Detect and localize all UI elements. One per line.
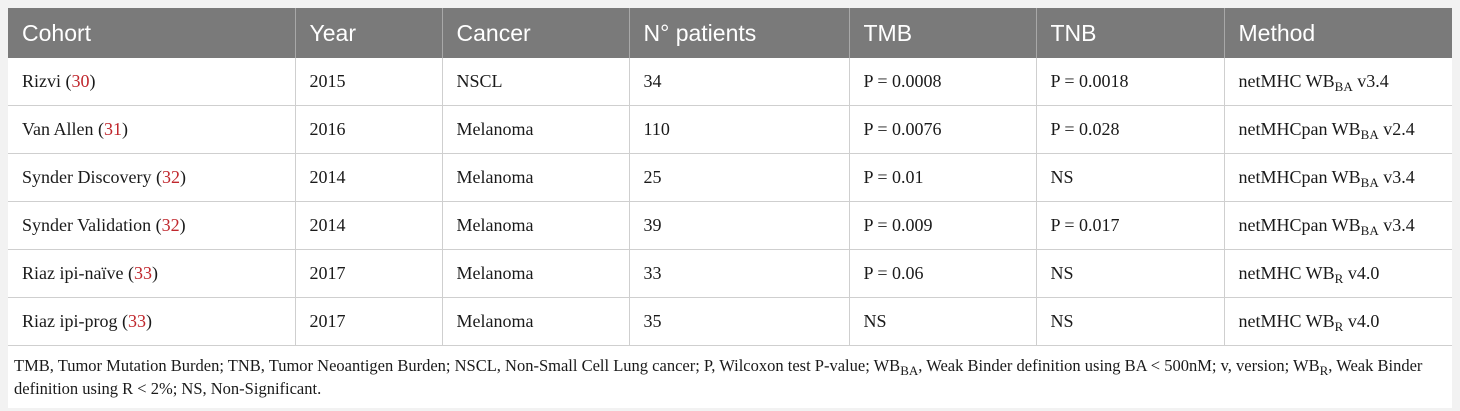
cell-cancer: Melanoma — [442, 153, 630, 202]
cell-tmb: P = 0.01 — [849, 153, 1037, 202]
header-cancer: Cancer — [442, 8, 630, 58]
cell-tmb: P = 0.0008 — [849, 58, 1037, 106]
cell-method: netMHC WBBA v3.4 — [1224, 58, 1452, 106]
cell-tnb: P = 0.017 — [1036, 201, 1225, 250]
header-method: Method — [1238, 19, 1316, 46]
cell-cohort: Van Allen (31) — [8, 105, 296, 154]
table-row: Riaz ipi-prog (33) 2017 Melanoma 35 NS N… — [8, 297, 1452, 346]
reference-link[interactable]: 30 — [71, 71, 90, 91]
cell-patients: 39 — [629, 201, 850, 250]
cell-cancer: Melanoma — [442, 105, 630, 154]
table-row: Van Allen (31) 2016 Melanoma 110 P = 0.0… — [8, 105, 1452, 154]
cell-tmb: NS — [849, 297, 1037, 346]
header-cohort: Cohort — [8, 8, 296, 58]
table-row: Synder Validation (32) 2014 Melanoma 39 … — [8, 201, 1452, 250]
cell-cohort: Synder Discovery (32) — [8, 153, 296, 202]
cell-method: netMHC WBR v4.0 — [1224, 297, 1452, 346]
cell-cohort: Riaz ipi-naïve (33) — [8, 249, 296, 298]
cell-cohort: Riaz ipi-prog (33) — [8, 297, 296, 346]
results-table: Cohort Year Cancer N° patients TMB TNB M… — [8, 8, 1452, 346]
cell-method: netMHCpan WBBA v3.4 — [1224, 153, 1452, 202]
cell-patients: 110 — [629, 105, 850, 154]
cell-patients: 34 — [629, 58, 850, 106]
cell-patients: 33 — [629, 249, 850, 298]
cell-cancer: Melanoma — [442, 249, 630, 298]
reference-link[interactable]: 31 — [104, 119, 122, 139]
cell-year: 2017 — [295, 297, 443, 346]
reference-link[interactable]: 33 — [133, 263, 152, 283]
table-body: Rizvi (30) 2015 NSCL 34 P = 0.0008 P = 0… — [8, 58, 1452, 346]
reference-link[interactable]: 33 — [127, 311, 146, 331]
header-tnb: TNB — [1036, 8, 1225, 58]
cell-cancer: Melanoma — [442, 297, 630, 346]
cell-cohort: Rizvi (30) — [8, 58, 296, 106]
header-patients: N° patients — [629, 8, 850, 58]
table-row: Rizvi (30) 2015 NSCL 34 P = 0.0008 P = 0… — [8, 58, 1452, 106]
cell-tmb: P = 0.0076 — [849, 105, 1037, 154]
cell-method: netMHC WBR v4.0 — [1224, 249, 1452, 298]
table-footnote: TMB, Tumor Mutation Burden; TNB, Tumor N… — [8, 347, 1452, 408]
table-header-row: Cohort Year Cancer N° patients TMB TNB M… — [8, 8, 1452, 58]
cell-tnb: NS — [1036, 249, 1225, 298]
cell-tnb: NS — [1036, 297, 1225, 346]
cell-year: 2014 — [295, 153, 443, 202]
cell-cohort: Synder Validation (32) — [8, 201, 296, 250]
cell-cancer: Melanoma — [442, 201, 630, 250]
table-container: Cohort Year Cancer N° patients TMB TNB M… — [8, 8, 1452, 408]
cell-patients: 25 — [629, 153, 850, 202]
cell-year: 2016 — [295, 105, 443, 154]
cell-patients: 35 — [629, 297, 850, 346]
table-row: Synder Discovery (32) 2014 Melanoma 25 P… — [8, 153, 1452, 202]
cell-method: netMHCpan WBBA v3.4 — [1224, 201, 1452, 250]
cell-tnb: NS — [1036, 153, 1225, 202]
cell-tnb: P = 0.0018 — [1036, 58, 1225, 106]
cell-tmb: P = 0.009 — [849, 201, 1037, 250]
cell-tnb: P = 0.028 — [1036, 105, 1225, 154]
cell-year: 2017 — [295, 249, 443, 298]
header-tmb: TMB — [849, 8, 1037, 58]
cell-tmb: P = 0.06 — [849, 249, 1037, 298]
cell-cancer: NSCL — [442, 58, 630, 106]
header-year: Year — [295, 8, 443, 58]
cell-year: 2015 — [295, 58, 443, 106]
reference-link[interactable]: 32 — [161, 167, 180, 187]
reference-link[interactable]: 32 — [161, 215, 180, 235]
cell-year: 2014 — [295, 201, 443, 250]
table-row: Riaz ipi-naïve (33) 2017 Melanoma 33 P =… — [8, 249, 1452, 298]
cell-method: netMHCpan WBBA v2.4 — [1224, 105, 1452, 154]
